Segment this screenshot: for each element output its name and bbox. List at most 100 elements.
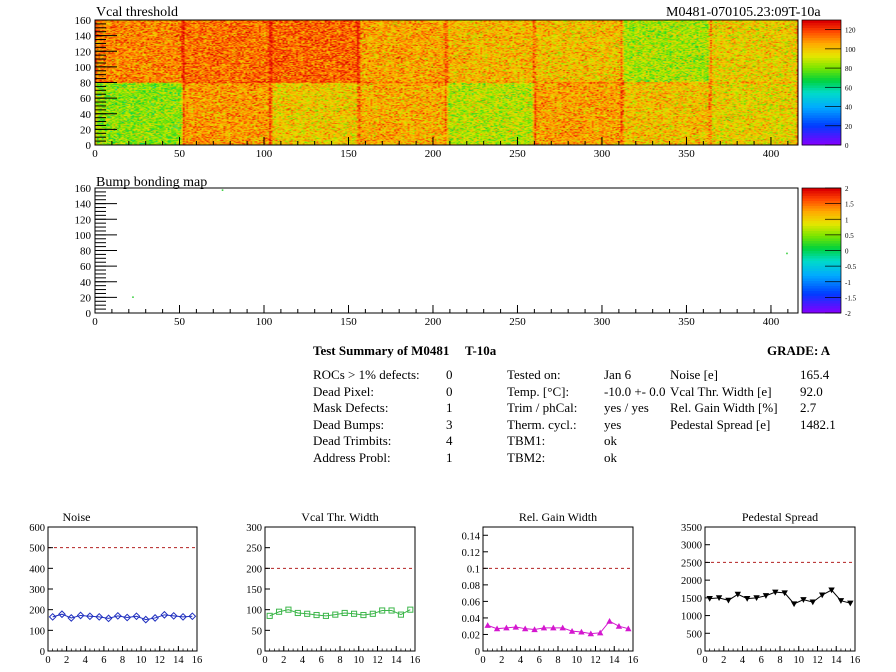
- color-scale-segment: [802, 263, 841, 266]
- color-scale-segment: [802, 132, 841, 136]
- data-point: [266, 612, 273, 619]
- data-point: [596, 629, 604, 636]
- data-point: [521, 625, 529, 632]
- bump-bonding-title: Bump bonding map: [96, 175, 208, 190]
- data-point: [285, 606, 292, 613]
- color-scale-segment: [802, 300, 841, 304]
- color-scale-segment: [802, 248, 841, 251]
- plot-frame: [47, 526, 198, 652]
- color-scale-segment: [802, 72, 841, 76]
- y-tick-label: 3500: [681, 523, 702, 534]
- data-point: [123, 613, 132, 622]
- y-tick-label: 140: [75, 31, 92, 43]
- dead-bump-1: [132, 296, 134, 298]
- data-point: [615, 623, 623, 629]
- data-point: [818, 592, 826, 599]
- data-point: [550, 624, 557, 631]
- color-scale-segment: [802, 238, 841, 241]
- color-scale-segment: [802, 50, 841, 53]
- dead-bump-0: [221, 189, 224, 191]
- y-tick-label: 200: [29, 606, 45, 617]
- color-scale-segment: [802, 105, 841, 108]
- x-tick-label: 0: [480, 655, 485, 666]
- color-scale-segment: [802, 235, 841, 239]
- color-scale-segment: [802, 203, 841, 206]
- y-tick-label: 120: [75, 46, 92, 58]
- y-tick-label: 100: [75, 62, 92, 74]
- bump-bonding-map: 0 50 100 150 200 250 300 350 4000204060801001201…: [75, 183, 857, 328]
- y-tick-label: 20: [80, 292, 92, 304]
- y-tick-label: 1000: [681, 612, 702, 623]
- color-scale-segment: [802, 293, 841, 296]
- summary-defects-value: 1: [446, 450, 453, 465]
- summary-results-label: Rel. Gain Width [%]: [670, 400, 778, 416]
- x-tick-label: 0: [702, 655, 707, 666]
- color-scale-label: -2: [845, 310, 851, 318]
- color-scale-segment: [802, 122, 841, 126]
- color-scale-segment: [802, 200, 841, 204]
- summary-conditions-label: TBM1:: [507, 433, 546, 449]
- y-tick-label: 0.08: [462, 581, 480, 592]
- y-tick-label: 3000: [681, 541, 702, 552]
- x-tick-label: 0: [45, 655, 50, 666]
- color-scale-segment: [802, 273, 841, 276]
- color-scale-segment: [802, 57, 841, 61]
- data-point: [104, 614, 113, 623]
- data-point: [407, 606, 414, 613]
- color-scale-label: -0.5: [845, 263, 857, 271]
- x-tick-label: 400: [763, 316, 780, 328]
- data-point: [625, 625, 632, 632]
- x-tick-label: 8: [337, 655, 342, 666]
- color-scale-segment: [802, 190, 841, 194]
- summary-defects-label: Mask Defects:: [313, 400, 389, 416]
- x-tick-label: 350: [678, 316, 695, 328]
- y-tick-label: 60: [80, 261, 92, 273]
- series-line: [269, 609, 411, 617]
- y-tick-label: 20: [80, 124, 92, 136]
- x-tick-label: 14: [391, 655, 402, 666]
- x-tick-label: 6: [759, 655, 764, 666]
- x-tick-label: 4: [83, 655, 89, 666]
- summary-defects-value: 4: [446, 433, 453, 449]
- summary-conditions-label: Tested on:: [507, 367, 561, 382]
- y-tick-label: 250: [246, 544, 262, 555]
- color-scale-segment: [802, 298, 841, 301]
- color-scale-label: 120: [845, 27, 856, 35]
- x-tick-label: 12: [155, 655, 166, 666]
- summary-title: Test Summary of M0481: [313, 343, 450, 358]
- summary-results-label: Noise [e]: [670, 367, 719, 382]
- y-tick-label: 300: [29, 585, 45, 596]
- summary-defects-label: Address Probl:: [313, 450, 391, 465]
- summary-conditions-value: ok: [604, 433, 617, 449]
- color-scale-segment: [802, 195, 841, 199]
- data-point: [113, 611, 122, 620]
- color-scale-segment: [802, 125, 841, 128]
- data-point: [160, 610, 169, 619]
- data-point: [493, 625, 501, 632]
- color-scale-segment: [802, 303, 841, 306]
- x-tick-label: 14: [609, 655, 620, 666]
- color-scale-segment: [802, 130, 841, 133]
- color-scale-segment: [802, 95, 841, 98]
- color-scale-segment: [802, 20, 841, 23]
- summary-conditions-label: Therm. cycl.:: [507, 416, 577, 432]
- chart-pedestal-spread: Pedestal Spread 0 2 4 6 8 10 12 14 16 0 500 1000 1500…: [681, 510, 860, 666]
- summary-results-value: 1482.1: [800, 416, 836, 432]
- data-point: [95, 612, 104, 621]
- x-tick-label: 10: [572, 655, 583, 666]
- data-point: [76, 611, 85, 620]
- y-tick-label: 0.12: [462, 548, 480, 559]
- color-scale-segment: [802, 255, 841, 259]
- color-scale-segment: [802, 223, 841, 226]
- y-tick-label: 0.06: [462, 597, 480, 608]
- color-scale-segment: [802, 253, 841, 256]
- data-point: [132, 612, 141, 621]
- data-point: [332, 611, 339, 618]
- color-scale-label: -1.5: [845, 294, 857, 302]
- y-tick-label: 500: [29, 544, 45, 555]
- data-point: [512, 623, 520, 630]
- x-tick-label: 16: [850, 655, 861, 666]
- data-point: [587, 630, 595, 637]
- data-point: [753, 595, 760, 602]
- data-point: [715, 595, 723, 602]
